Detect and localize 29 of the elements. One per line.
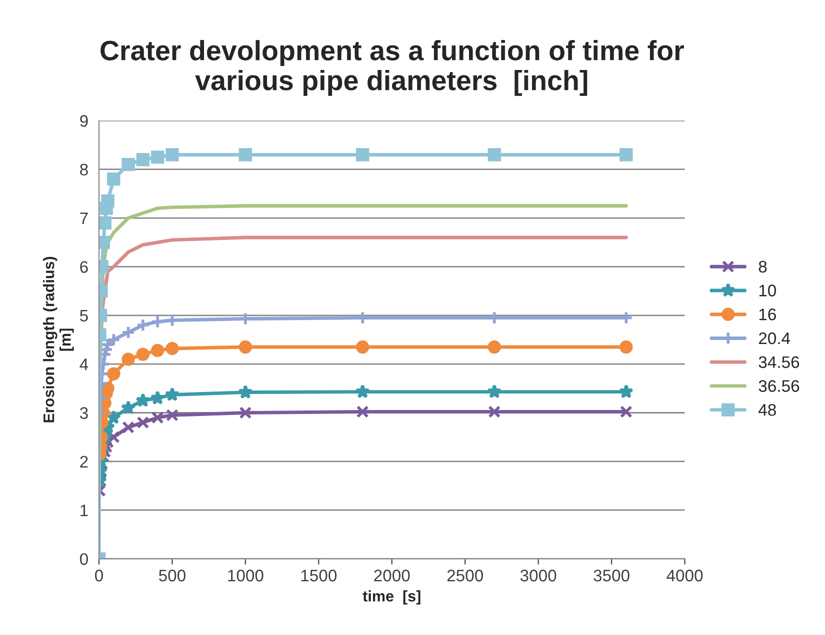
y-tick-label: 3 [80, 407, 88, 419]
x-tick-label: 2500 [447, 570, 483, 582]
x-tick-label: 0 [95, 570, 103, 582]
y-tick-label: 2 [80, 456, 88, 468]
x-axis-title: time [s] [362, 590, 420, 605]
y-axis-title: Erosion length (radius) [m] [42, 256, 74, 422]
chart-title: Crater devolopment as a function of time for various pipe diameters [inch] [100, 40, 684, 96]
legend-label: 20.4 [758, 332, 790, 344]
x-tick-label: 3000 [520, 570, 556, 582]
y-tick-label: 0 [80, 553, 88, 566]
legend-label: 34.56 [758, 356, 800, 368]
x-tick-label: 1500 [301, 570, 337, 582]
x-tick-label: 4000 [666, 570, 703, 582]
legend-label: 10 [759, 284, 776, 296]
y-tick-label: 9 [80, 115, 88, 127]
y-tick-label: 4 [80, 358, 88, 370]
y-tick-label: 5 [80, 310, 88, 322]
legend-label: 48 [758, 404, 776, 416]
y-tick-label: 8 [80, 164, 88, 176]
legend-label: 8 [758, 260, 767, 273]
x-tick-label: 500 [158, 570, 186, 582]
legend-label: 36.56 [758, 380, 800, 392]
y-tick-label: 1 [80, 504, 88, 516]
x-tick-label: 2000 [374, 570, 410, 582]
y-tick-label: 6 [80, 261, 88, 273]
legend-label: 16 [759, 308, 776, 320]
x-tick-label: 3500 [594, 570, 630, 582]
x-tick-label: 1000 [228, 570, 264, 582]
y-tick-label: 7 [80, 212, 88, 224]
